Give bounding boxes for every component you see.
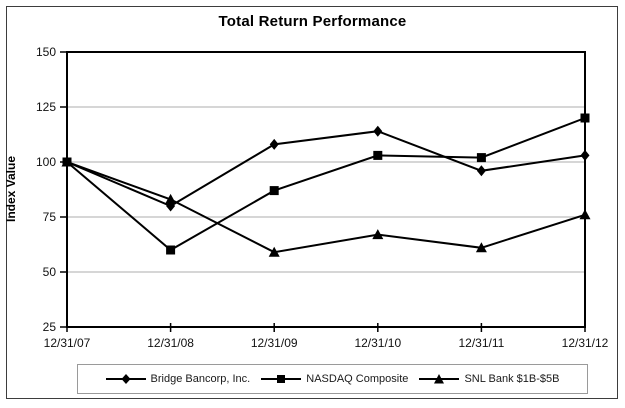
legend-box: Bridge Bancorp, Inc. NASDAQ Composite SN… xyxy=(77,364,588,394)
square-marker xyxy=(580,113,590,123)
legend-label: SNL Bank $1B-$5B xyxy=(464,373,560,385)
x-tick-label: 12/31/07 xyxy=(44,336,91,350)
triangle-marker xyxy=(475,242,487,253)
series-line-diamond xyxy=(66,130,586,208)
y-tick-label: 100 xyxy=(36,155,56,169)
legend-label: Bridge Bancorp, Inc. xyxy=(150,373,251,385)
y-tick-label: 25 xyxy=(43,320,57,334)
plot-border xyxy=(66,51,586,328)
triangle-marker xyxy=(268,246,280,257)
triangle-marker xyxy=(372,229,384,240)
legend-label: NASDAQ Composite xyxy=(306,373,409,385)
chart-title: Total Return Performance xyxy=(218,13,407,30)
x-tick-label: 12/31/08 xyxy=(147,336,194,350)
chart-outer-border xyxy=(6,6,618,399)
y-tick-label: 125 xyxy=(36,100,56,114)
legend-item-nasdaq-composite: NASDAQ Composite xyxy=(261,373,408,385)
y-tick-label: 150 xyxy=(36,45,56,59)
diamond-marker-icon xyxy=(105,374,146,384)
square-marker-icon xyxy=(261,375,302,383)
legend-item-bridge-bancorp: Bridge Bancorp, Inc. xyxy=(105,373,251,385)
y-tick-label: 75 xyxy=(43,210,57,224)
y-axis-title: Index Value xyxy=(4,155,18,223)
x-tick-label: 12/31/12 xyxy=(562,336,609,350)
square-marker xyxy=(476,153,486,163)
square-marker xyxy=(269,186,279,196)
square-marker xyxy=(166,245,176,255)
diamond-marker xyxy=(373,125,383,137)
series-line-triangle xyxy=(66,161,586,254)
square-marker xyxy=(373,150,383,160)
diamond-marker xyxy=(269,138,279,150)
legend-item-snl-bank: SNL Bank $1B-$5B xyxy=(419,373,559,385)
series-line-square xyxy=(66,117,586,252)
triangle-marker xyxy=(61,156,73,167)
x-tick-label: 12/31/09 xyxy=(251,336,298,350)
triangle-marker xyxy=(165,193,177,204)
diamond-marker xyxy=(476,165,486,177)
y-tick-label: 50 xyxy=(43,265,57,279)
triangle-marker-icon xyxy=(419,374,460,384)
diamond-marker xyxy=(580,149,590,161)
x-tick-label: 12/31/11 xyxy=(458,336,504,350)
x-tick-label: 12/31/10 xyxy=(354,336,401,350)
triangle-marker xyxy=(579,209,591,220)
